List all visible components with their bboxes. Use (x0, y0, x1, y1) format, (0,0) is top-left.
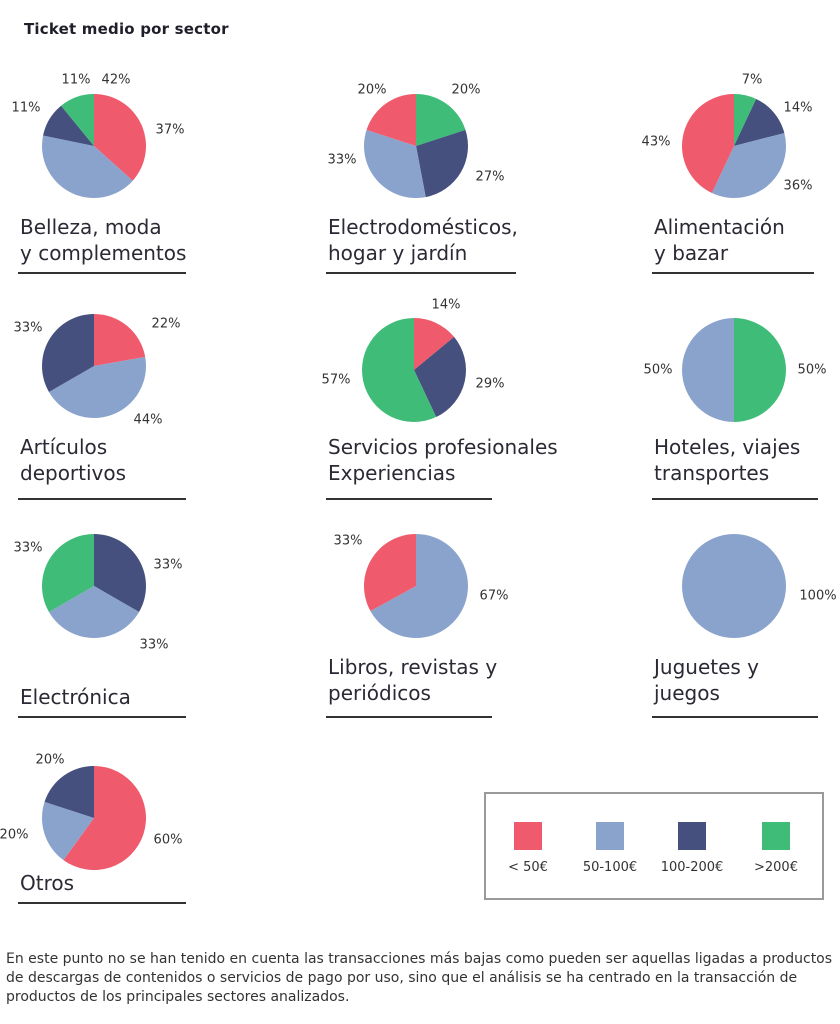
sector-name-libros-revistas-y: Libros, revistas y periódicos (328, 655, 498, 705)
footnote-line: de descargas de contenidos o servicios d… (6, 970, 798, 986)
sector-divider (326, 272, 516, 274)
pie-slice-50-100 (48, 356, 146, 418)
sector-divider (18, 902, 186, 904)
legend: < 50€ 50-100€ 100-200€ >200€ (484, 792, 824, 900)
sector-name-otros: Otros (20, 871, 75, 895)
legend-label-lt50: < 50€ (508, 860, 548, 875)
pie-slice-lt50 (682, 94, 734, 194)
slice-percent-label: 100% (799, 588, 837, 604)
footnote: En este punto no se han tenido en cuenta… (6, 950, 840, 1007)
legend-label-100-200: 100-200€ (660, 860, 724, 875)
pie-slice-lt50 (94, 313, 146, 366)
slice-percent-label: 60% (153, 832, 183, 848)
pie-slice-50-100 (364, 129, 426, 198)
slice-percent-label: 22% (151, 316, 181, 332)
pie-slice-100-200 (414, 336, 467, 418)
chart-title: Ticket medio por sector (24, 20, 229, 38)
sector-name-belleza-moda: Belleza, moda y complementos (20, 215, 187, 265)
pie-slice-100-200 (44, 766, 94, 818)
sector-divider (18, 716, 186, 718)
slice-percent-label: 33% (139, 637, 169, 653)
footnote-line: productos de los principales sectores an… (6, 989, 350, 1005)
sector-divider (652, 272, 814, 274)
pie-slice-gt200 (416, 94, 466, 146)
pie-slice-lt50 (63, 765, 147, 871)
slice-percent-label: 11% (61, 72, 91, 88)
legend-item-lt50: < 50€ (488, 822, 568, 875)
pie-slice-gt200 (734, 94, 757, 146)
slice-percent-label: 50% (797, 362, 827, 378)
slice-percent-label: 33% (153, 557, 183, 573)
sector-name-electrodomesticos: Electrodomésticos, hogar y jardín (328, 215, 518, 265)
slice-percent-label: 20% (35, 752, 65, 768)
pie-slice-gt200 (361, 317, 437, 423)
sector-name-alimentacion: Alimentación y bazar (654, 215, 785, 265)
pie-slice-50-100 (48, 586, 140, 638)
pie-slice-lt50 (94, 94, 147, 181)
slice-percent-label: 27% (475, 169, 505, 185)
pie-slice-lt50 (414, 318, 455, 370)
sector-divider (18, 272, 186, 274)
pie-slice-50-100 (682, 534, 786, 638)
pie-slice-lt50 (366, 94, 416, 146)
legend-item-50-100: 50-100€ (570, 822, 650, 875)
slice-percent-label: 37% (155, 122, 185, 138)
slice-percent-label: 11% (11, 100, 41, 116)
pie-slice-50-100 (711, 133, 787, 199)
sector-divider (18, 498, 186, 500)
legend-swatch-gt200 (762, 822, 790, 850)
pie-slice-100-200 (43, 105, 94, 146)
sector-name-articulos: Artículos deportivos (20, 435, 127, 485)
sector-divider (326, 716, 492, 718)
footnote-line: En este punto no se han tenido en cuenta… (6, 951, 833, 967)
legend-swatch-100-200 (678, 822, 706, 850)
slice-percent-label: 20% (0, 827, 29, 843)
pie-slice-gt200 (734, 318, 786, 422)
slice-percent-label: 20% (357, 82, 387, 98)
pie-slice-50-100 (42, 135, 133, 198)
slice-percent-label: 29% (475, 376, 505, 392)
slice-percent-label: 20% (451, 82, 481, 98)
pie-slice-50-100 (42, 801, 94, 861)
slice-percent-label: 43% (641, 134, 671, 150)
legend-label-50-100: 50-100€ (582, 860, 638, 875)
sector-name-hoteles-viajes: Hoteles, viajes transportes (654, 435, 801, 485)
slice-percent-label: 44% (133, 412, 163, 428)
pie-slice-50-100 (682, 318, 734, 422)
pie-slice-100-200 (416, 129, 468, 198)
pie-slice-100-200 (734, 98, 785, 146)
sector-name-juguetes-y: Juguetes y juegos (654, 655, 760, 705)
sector-name-servicios-profesionales: Servicios profesionales Experiencias (328, 435, 558, 485)
legend-swatch-lt50 (514, 822, 542, 850)
sector-divider (326, 498, 492, 500)
sector-name-electronica: Electrónica (20, 685, 131, 709)
slice-percent-label: 7% (741, 72, 763, 88)
slice-percent-label: 14% (783, 100, 813, 116)
slice-percent-label: 42% (101, 72, 131, 88)
pie-slice-100-200 (42, 314, 94, 392)
pie-slice-gt200 (61, 94, 94, 146)
pie-slice-lt50 (363, 534, 416, 612)
slice-percent-label: 33% (13, 320, 43, 336)
slice-percent-label: 14% (431, 297, 461, 313)
slice-percent-label: 33% (327, 152, 357, 168)
pie-slice-100-200 (94, 534, 146, 612)
slice-percent-label: 67% (479, 588, 509, 604)
pie-slice-50-100 (370, 534, 468, 638)
legend-item-100-200: 100-200€ (652, 822, 732, 875)
slice-percent-label: 36% (783, 178, 813, 194)
slice-percent-label: 50% (643, 362, 673, 378)
slice-percent-label: 33% (333, 533, 363, 549)
pie-slice-gt200 (42, 534, 94, 612)
slice-percent-label: 57% (321, 372, 351, 388)
slice-percent-label: 33% (13, 540, 43, 556)
sector-divider (652, 498, 818, 500)
legend-item-gt200: >200€ (736, 822, 816, 875)
sector-divider (652, 716, 818, 718)
legend-swatch-50-100 (596, 822, 624, 850)
legend-label-gt200: >200€ (754, 860, 798, 875)
